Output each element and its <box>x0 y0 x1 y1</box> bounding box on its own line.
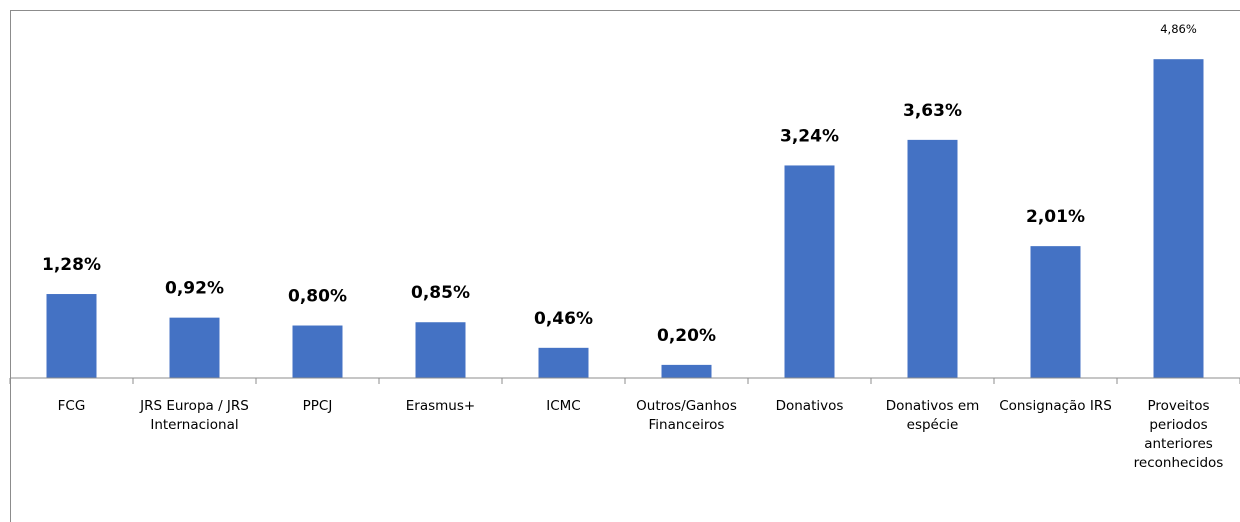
x-tick-label: ICMC <box>546 398 580 414</box>
bar <box>784 165 835 378</box>
bar <box>415 322 466 378</box>
data-label: 3,63% <box>903 101 962 121</box>
data-label: 1,28% <box>42 255 101 275</box>
x-tick-label: Donativos <box>776 398 844 414</box>
data-label: 0,92% <box>165 279 224 299</box>
x-tick-label: Erasmus+ <box>406 398 475 414</box>
chart-frame <box>10 10 1240 522</box>
bar <box>46 294 97 378</box>
x-tick-label: Proveitos periodos anteriores reconhecidos <box>1134 398 1224 471</box>
category-labels-layer: FCG JRS Europa / JRS Internacional PPCJ Eras… <box>58 398 1224 471</box>
x-tick-label: Donativos em espécie <box>886 398 980 433</box>
data-label: 0,80% <box>288 287 347 307</box>
data-label: 0,46% <box>534 309 593 329</box>
x-tick-label: FCG <box>58 398 86 414</box>
data-labels-layer: 1,28% 0,92% 0,80% 0,85% 0,46% 0,20% 3,24% 3,63%… <box>42 22 1197 346</box>
bar <box>1153 59 1204 379</box>
x-tick-label: Outros/Ganhos Financeiros <box>636 398 737 433</box>
bar <box>907 139 958 378</box>
data-label: 3,24% <box>780 126 839 146</box>
bar <box>292 325 343 378</box>
x-tick-label: JRS Europa / JRS Internacional <box>139 398 249 433</box>
bars-layer <box>46 59 1204 379</box>
x-tick-label: Consignação IRS <box>999 398 1112 414</box>
x-axis <box>9 377 1240 384</box>
data-label: 0,20% <box>657 326 716 346</box>
bar <box>1030 246 1081 378</box>
data-label: 2,01% <box>1026 207 1085 227</box>
bar <box>169 317 220 378</box>
data-label: 0,85% <box>411 283 470 303</box>
x-tick-label: PPCJ <box>303 398 333 414</box>
bar <box>538 347 589 378</box>
bar <box>661 364 712 378</box>
data-label: 4,86% <box>1160 22 1197 36</box>
